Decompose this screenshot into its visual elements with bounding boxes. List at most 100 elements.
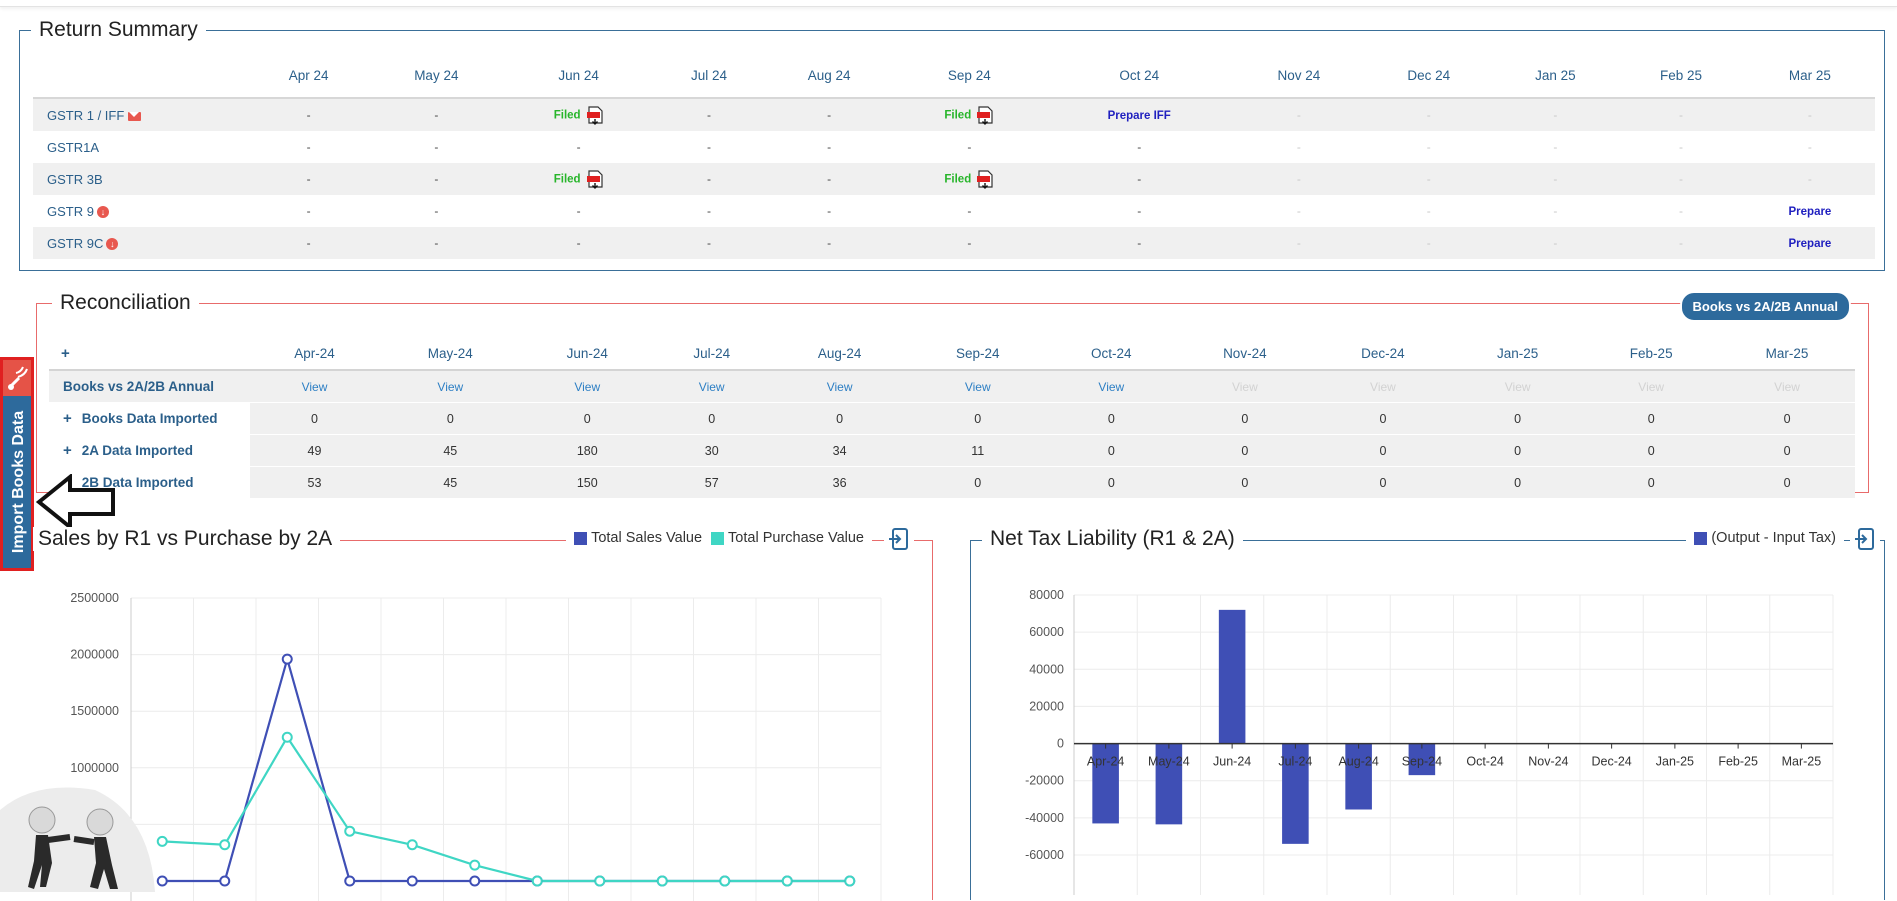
view-link[interactable]: View [301,379,328,394]
y-tick-label: 1000000 [70,761,119,775]
top-header-strip [0,0,1897,7]
bar[interactable] [1155,743,1183,825]
status-cell: - [503,227,654,259]
return-name[interactable]: GSTR 9C ↓ [33,227,248,259]
data-point[interactable] [281,731,293,743]
x-tick-label: Feb-25 [1718,755,1758,769]
data-point[interactable] [719,875,731,887]
status-cell: - [894,131,1044,163]
x-tick-label: Nov-24 [1528,755,1568,769]
view-link[interactable]: View [574,379,601,394]
data-point[interactable] [469,875,481,887]
export-icon[interactable] [884,527,914,556]
return-name[interactable]: GSTR 1 / IFF [33,98,248,131]
data-point[interactable] [344,825,356,837]
count-cell: 0 [379,402,522,435]
pdf-download-icon[interactable] [977,169,994,189]
data-point[interactable] [156,875,168,887]
data-point[interactable] [531,875,543,887]
status-cell[interactable]: Prepare IFF [1044,98,1234,131]
status-cell: - [764,195,894,227]
pdf-download-icon[interactable] [977,105,994,125]
data-point[interactable] [781,875,793,887]
bar[interactable] [1345,743,1372,810]
row-name[interactable]: + Books Data Imported [49,402,250,435]
expand-all-button[interactable]: + [61,344,70,362]
expand-row-button[interactable]: + [63,442,72,459]
data-point[interactable] [594,875,606,887]
status-cell: - [1363,227,1494,259]
data-point[interactable] [469,859,481,871]
status-text: - [827,236,832,250]
pdf-download-icon[interactable] [586,169,604,189]
x-tick-label: Jun-24 [1213,755,1251,769]
chart1-svg: 2500000200000015000001000000500000 [70,591,882,901]
status-text[interactable]: Prepare [1788,238,1832,250]
view-cell: View [1452,370,1584,403]
row-name-label: Books Data Imported [81,411,218,426]
view-link[interactable]: View [964,379,991,394]
data-point[interactable] [656,875,668,887]
return-name[interactable]: GSTR 9 ↓ [33,195,248,227]
count-cell: 0 [1313,466,1452,499]
info-circle-icon[interactable]: ↓ [106,238,119,251]
status-text: - [967,140,972,154]
mail-icon[interactable] [128,111,142,121]
status-text[interactable]: Prepare IFF [1107,110,1171,122]
info-circle-icon[interactable]: ↓ [96,206,109,219]
data-point[interactable] [219,839,231,851]
status-text: Filed [553,109,581,122]
status-cell: - [894,195,1044,227]
status-text[interactable]: Prepare [1788,206,1832,218]
x-tick-label: Mar-25 [1782,755,1822,769]
status-text: - [306,108,311,122]
status-text: Filed [944,109,972,122]
export-icon[interactable] [1850,527,1880,556]
count-cell: 30 [652,434,771,467]
status-cell[interactable]: Prepare [1744,227,1875,259]
status-cell[interactable]: Prepare [1745,195,1875,227]
status-cell: - [1617,131,1745,163]
status-text: - [1678,108,1683,122]
net-tax-liability-chart-panel: Net Tax Liability (R1 & 2A) (Output - In… [970,527,1885,900]
books-vs-2a2b-annual-button[interactable]: Books vs 2A/2B Annual [1679,291,1851,322]
legend-total-sales[interactable]: Total Sales Value [574,530,702,546]
data-point[interactable] [281,653,293,665]
view-link[interactable]: View [698,379,725,394]
return-name[interactable]: GSTR 3B [33,163,248,195]
bar[interactable] [1282,743,1309,844]
data-point[interactable] [344,875,356,887]
data-point[interactable] [406,839,418,851]
bar[interactable] [1218,609,1246,744]
status-cell: - [653,98,765,131]
pdf-download-icon[interactable] [586,105,604,125]
y-tick-label: 40000 [1029,662,1064,676]
status-text: - [1426,108,1431,122]
month-header: Feb 25 [1659,67,1702,83]
data-point[interactable] [844,875,856,887]
view-link: View [1504,379,1531,394]
return-name[interactable]: GSTR1A [33,131,248,163]
month-header: Jan-25 [1497,345,1539,361]
view-link[interactable]: View [1098,379,1125,394]
data-point[interactable] [219,875,231,887]
data-point[interactable] [156,835,168,847]
view-link[interactable]: View [826,379,853,394]
chart2-legend: (Output - Input Tax) [1686,530,1844,546]
status-text: - [967,204,972,218]
status-text: - [1807,140,1812,154]
row-name[interactable]: +2A Data Imported [49,434,250,467]
bar[interactable] [1092,743,1119,824]
data-point[interactable] [406,875,418,887]
legend-total-purchase[interactable]: Total Purchase Value [711,530,864,546]
expand-row-button[interactable]: + [63,410,72,427]
status-text: - [576,236,581,250]
legend-output-input-tax[interactable]: (Output - Input Tax) [1694,530,1836,546]
month-header: Feb-25 [1629,345,1673,361]
status-cell: Filed [894,163,1045,195]
view-link[interactable]: View [437,379,464,394]
import-books-data-tab[interactable]: Import Books Data [0,357,34,571]
sales-vs-purchase-chart-panel: Sales by R1 vs Purchase by 2A Total Sale… [33,527,933,901]
bar[interactable] [1408,743,1436,776]
view-cell: View [770,370,909,403]
